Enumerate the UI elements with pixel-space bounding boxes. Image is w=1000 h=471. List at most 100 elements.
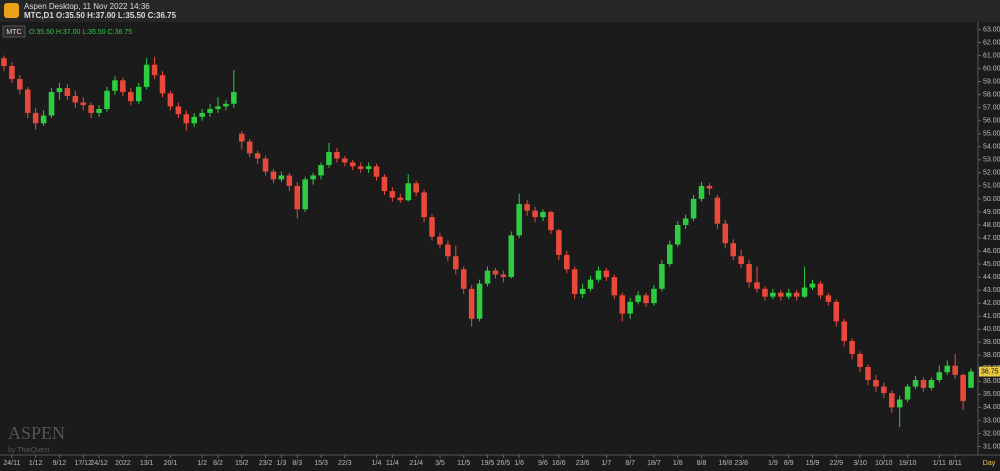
candle-body [112,80,118,91]
y-tick-label: 31.00 [983,443,1000,450]
candle-body [302,179,308,210]
x-tick-label: 24/11 [3,460,20,467]
candle-body [286,175,293,186]
candle-body [80,102,87,106]
x-tick-label: 1/12 [29,460,43,467]
candle-body [40,115,47,124]
x-tick-label: 22/9 [829,460,843,467]
chart: MTC O:35.50 H:37.00 L:35.50 C:36.75 ASPE… [0,22,1000,471]
candle-body [881,386,887,394]
ohlc-label: O:35.50 H:37.00 L:35.50 C:36.75 [29,29,132,36]
candle-body [595,270,602,280]
candle-body [770,292,776,297]
candle-body [72,95,79,103]
x-tick-label: 1/7 [602,460,612,467]
candle-body [128,92,134,102]
y-tick-label: 33.00 [983,417,1000,424]
x-tick-label: 3/5 [435,460,445,467]
candle-body [548,211,554,231]
x-tick-label: 8/3 [292,460,302,467]
x-tick-label: 20/1 [164,460,178,467]
candle-body [651,288,657,304]
watermark: ASPEN [8,423,65,443]
candle-body [627,301,633,314]
candle-body [468,288,475,319]
y-tick-label: 34.00 [983,404,1000,411]
candle-body [453,256,459,270]
x-tick-label: 9/12 [53,460,67,467]
candle-body [17,79,23,90]
candle-body [120,80,126,93]
candle-body [540,211,546,218]
candle-body [524,204,530,211]
candle-body [159,75,166,94]
candle-body [754,282,760,289]
candle-body [326,152,332,166]
candle-body [342,158,348,163]
y-tick-label: 41.00 [983,313,1000,320]
x-tick-label: 22/3 [338,460,352,467]
candle-body [928,380,935,388]
x-tick-label: 21/4 [409,460,423,467]
candle-body [207,109,213,113]
y-tick-label: 52.00 [983,170,1000,177]
y-tick-label: 50.00 [983,196,1000,203]
candle-body [254,153,261,159]
candle-body [262,158,269,172]
candle-body [809,283,816,288]
candle-body [674,224,681,245]
candle-body [920,380,927,388]
y-tick-label: 56.00 [983,118,1000,125]
x-tick-label: 17/12 [74,460,92,467]
y-tick-label: 40.00 [983,326,1000,333]
y-tick-label: 32.00 [983,430,1000,437]
x-tick-label: 23/2 [259,460,273,467]
candle-body [143,64,150,87]
candle-body [865,367,871,381]
candle-body [24,89,31,113]
x-tick-label: 16/6 [552,460,566,467]
candle-body [357,166,364,169]
x-tick-label: 1/8 [673,460,683,467]
candle-body [690,198,697,219]
candle-body [896,399,903,408]
x-tick-label: 11/4 [386,460,399,467]
candle-body [381,176,388,192]
y-tick-label: 48.00 [983,222,1000,229]
x-tick-label: 1/2 [197,460,207,467]
candle-body [445,244,451,257]
candle-body [151,64,158,76]
x-tick-label: 1/6 [514,460,524,467]
x-tick-label: 10/10 [875,460,893,467]
candle-body [873,380,879,387]
y-tick-label: 53.00 [983,157,1000,164]
candle-body [667,244,673,265]
candle-body [32,112,39,124]
candle-body [88,105,94,113]
candle-body [56,88,63,93]
y-tick-label: 51.00 [983,183,1000,190]
x-tick-label: 8/7 [625,460,635,467]
x-tick-label: 26/5 [497,460,511,467]
candle-body [191,116,197,124]
candle-body [825,295,832,302]
candle-body [532,210,538,218]
candle-body [587,279,594,289]
x-tick-label: 23/6 [576,460,590,467]
candle-body [246,141,253,154]
window-title: Aspen Desktop, 11 Nov 2022 14:36 [24,2,150,11]
candle-body [421,192,427,218]
x-tick-label: 19/5 [481,460,495,467]
candle-body [294,185,301,210]
x-tick-label: 19/10 [899,460,917,467]
last-price-tag [979,366,1000,377]
candle-body [484,270,491,284]
candle-body [968,371,974,388]
candle-body [563,254,570,270]
candle-body [349,162,356,167]
x-tick-label: 1/3 [277,460,287,467]
x-tick-label: 15/3 [314,460,328,467]
x-tick-label: 16/8 [718,460,732,467]
candle-body [643,295,649,304]
y-tick-label: 39.00 [983,339,1000,346]
